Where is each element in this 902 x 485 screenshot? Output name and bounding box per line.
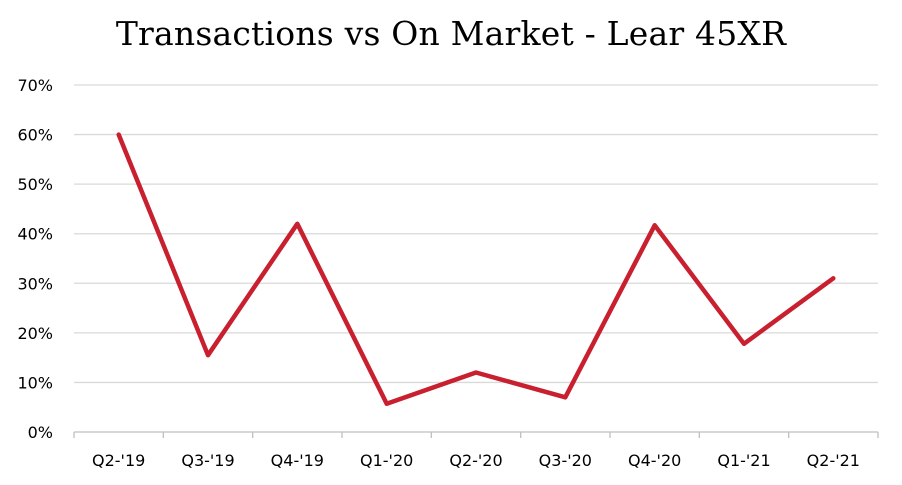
y-tick-label: 70% bbox=[17, 76, 53, 95]
x-tick-label: Q1-'20 bbox=[360, 451, 413, 470]
y-axis-labels: 0% 10% 20% 30% 40% 50% 60% 70% bbox=[17, 76, 53, 442]
y-tick-label: 20% bbox=[17, 324, 53, 343]
x-tick-label: Q2-'19 bbox=[92, 451, 145, 470]
x-tick-label: Q3-'19 bbox=[181, 451, 234, 470]
x-tick-label: Q4-'19 bbox=[271, 451, 324, 470]
gridlines bbox=[74, 84, 878, 384]
x-tick-label: Q1-'21 bbox=[717, 451, 770, 470]
y-tick-label: 30% bbox=[17, 274, 53, 293]
y-tick-label: 40% bbox=[17, 225, 53, 244]
y-tick-label: 60% bbox=[17, 126, 53, 145]
x-tick-label: Q2-'21 bbox=[807, 451, 860, 470]
x-tick-label: Q3-'20 bbox=[539, 451, 592, 470]
chart-title: Transactions vs On Market - Lear 45XR bbox=[115, 14, 787, 53]
x-tick-label: Q2-'20 bbox=[449, 451, 502, 470]
y-tick-label: 0% bbox=[28, 423, 53, 442]
y-tick-label: 50% bbox=[17, 175, 53, 194]
series-line bbox=[116, 132, 836, 406]
y-tick-label: 10% bbox=[17, 373, 53, 392]
x-tick-label: Q4-'20 bbox=[628, 451, 681, 470]
x-axis bbox=[73, 431, 879, 438]
x-axis-labels: Q2-'19 Q3-'19 Q4-'19 Q1-'20 Q2-'20 Q3-'20 Q4-'… bbox=[92, 451, 860, 470]
series-lines bbox=[116, 132, 836, 406]
